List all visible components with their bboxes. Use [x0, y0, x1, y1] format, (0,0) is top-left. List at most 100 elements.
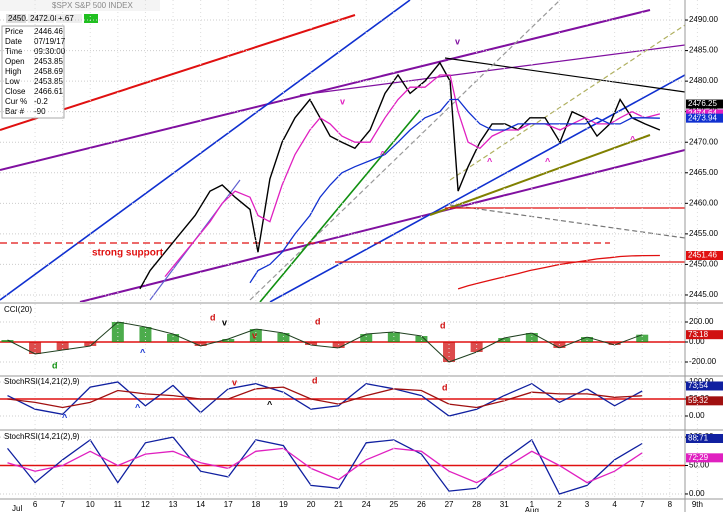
last-value-box — [686, 113, 723, 123]
trendline — [429, 134, 651, 216]
bar — [636, 334, 649, 342]
bar — [249, 329, 262, 342]
quote-box — [84, 14, 98, 23]
last-value-box — [686, 433, 723, 443]
last-value-label: 2473.94 — [688, 113, 717, 122]
quote: +.67 — [58, 14, 74, 23]
last-value-label: 2474.64 — [688, 109, 717, 118]
annotation: ^ — [380, 149, 386, 159]
bar — [277, 333, 290, 342]
y-tick-label: 2445.00 — [689, 290, 718, 299]
info-value: 2458.69 — [34, 67, 63, 76]
y-tick-label: 0.00 — [689, 489, 705, 498]
x-tick-label: 27 — [445, 500, 454, 509]
annotation: v — [232, 377, 237, 387]
annotation: ^ — [135, 402, 141, 412]
x-tick-label: 20 — [307, 500, 316, 509]
last-value-label: 72.29 — [688, 453, 709, 462]
annotation: ^ — [487, 156, 493, 166]
info-label: Close — [5, 87, 26, 96]
last-value-box — [686, 453, 723, 463]
series-line — [6, 436, 643, 495]
info-value: -90 — [34, 107, 46, 116]
last-value-box — [686, 251, 723, 261]
quote-box — [6, 14, 26, 23]
info-value: 2446.46 — [34, 27, 63, 36]
header: $SPX S&P 500 INDEX 2450.00 2472.08 +.67 — [0, 0, 160, 23]
price-label-box — [686, 99, 723, 109]
x-tick-label: 3 — [585, 500, 590, 509]
last-value-label: 88.71 — [688, 434, 709, 443]
last-value-label: 59.32 — [688, 396, 709, 405]
info-value: 2466.61 — [34, 87, 63, 96]
annotation: d — [52, 360, 58, 370]
last-value-box — [686, 396, 723, 406]
bar — [581, 337, 594, 342]
annotation: v — [455, 36, 460, 46]
y-tick-label: 2480.00 — [689, 76, 718, 85]
x-tick-label: 6 — [33, 500, 38, 509]
info-label: High — [5, 67, 21, 76]
x-tick-label: 1 — [530, 500, 535, 509]
annotation: ^ — [630, 134, 636, 144]
header-bg — [0, 0, 160, 11]
series-line — [457, 254, 660, 290]
annotation: strong support — [92, 248, 164, 259]
symbol: $SPX S&P 500 INDEX — [52, 1, 133, 10]
trendline — [79, 149, 685, 302]
bar — [56, 342, 69, 350]
x-tick-label: 25 — [389, 500, 398, 509]
series-group — [7, 381, 643, 417]
series-line — [164, 74, 661, 278]
y-tick-label: 2460.00 — [689, 198, 718, 207]
x-tick-label: 11 — [114, 500, 123, 509]
x-tick-label: 21 — [334, 500, 343, 509]
annotation: d — [440, 320, 446, 330]
y-tick-label: 2485.00 — [689, 46, 718, 55]
trendline — [0, 0, 411, 301]
annotation: v — [222, 317, 227, 327]
x-tick-label: 4 — [612, 500, 617, 509]
x-tick-label: 28 — [472, 500, 481, 509]
bar — [305, 342, 318, 345]
last-value-label: 2451.46 — [688, 251, 717, 260]
quote: 2450.00 — [8, 14, 37, 23]
bar — [608, 342, 621, 345]
bar — [470, 342, 483, 352]
info-label: Date — [5, 37, 22, 46]
y-tick-label: 2455.00 — [689, 229, 718, 238]
x-tick-label: 9th — [692, 500, 703, 509]
annotation: ^ — [267, 399, 273, 409]
y-tick-label: 0.00 — [689, 337, 705, 346]
x-tick-label: 17 — [224, 500, 233, 509]
panel-title: CCI(20) — [4, 305, 32, 314]
series-line — [7, 447, 643, 484]
x-tick-label: 2 — [557, 500, 562, 509]
info-label: Time — [5, 47, 23, 56]
y-tick-label: -200.00 — [689, 357, 717, 366]
y-tick-label: 2465.00 — [689, 168, 718, 177]
x-tick-label: 18 — [251, 500, 260, 509]
x-tick-label: 8 — [668, 500, 673, 509]
x-tick-label: 10 — [86, 500, 95, 509]
panel-title: StochRSI(14,21(2),9) — [4, 432, 80, 441]
y-tick-label: 50.00 — [689, 461, 710, 470]
info-label: Cur % — [5, 97, 27, 106]
info-value: 07/19/17 — [34, 37, 66, 46]
annotation: ^ — [62, 412, 68, 422]
series-line — [7, 381, 643, 417]
x-tick-label: 19 — [279, 500, 288, 509]
x-tick-label: 24 — [362, 500, 371, 509]
month-label: Jul — [12, 504, 22, 512]
series-line — [249, 98, 660, 284]
trendline — [299, 44, 685, 96]
quote-box — [56, 14, 82, 23]
series-group — [6, 436, 643, 495]
annotation: v — [340, 96, 345, 106]
bar — [360, 334, 373, 342]
x-tick-label: 13 — [169, 500, 178, 509]
y-tick-label: 2450.00 — [689, 260, 718, 269]
series-line — [7, 386, 643, 409]
